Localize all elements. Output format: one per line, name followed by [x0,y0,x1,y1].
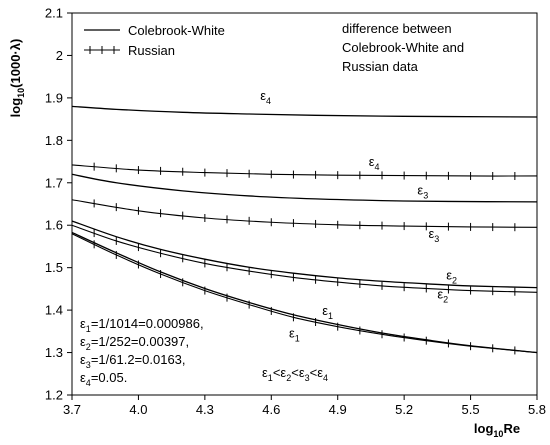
x-tick-label: 4.6 [262,402,280,417]
x-tick-label: 4.0 [129,402,147,417]
curve-label: ε1 [289,326,300,344]
russian-series-eps3 [71,195,538,232]
y-tick-label: 1.7 [45,175,63,190]
curve-label: ε2 [446,268,457,286]
x-tick-label: 5.8 [528,402,546,417]
y-tick-label: 1.2 [45,388,63,403]
note-line: difference between [342,21,452,36]
russian-series-eps1 [71,229,538,357]
series-layer [71,105,538,357]
y-tick-label: 2 [56,48,63,63]
legend-label-russian: Russian [128,43,175,58]
curve-label: ε4 [260,88,271,106]
y-tick-label: 1.9 [45,90,63,105]
russian-series-eps4 [71,160,538,180]
series-line [71,173,538,203]
colebrook-white-series-eps3 [71,173,538,203]
curve-label: ε2 [437,287,448,305]
curve-label: ε1 [322,303,333,321]
series-line [71,105,538,118]
x-tick-label: 4.3 [196,402,214,417]
y-tick-label: 2.1 [45,6,63,21]
x-tick-label: 5.2 [395,402,413,417]
x-axis-title: log10Re [474,421,520,439]
series-line [71,164,538,177]
series-line [71,220,538,289]
curve-label: ε3 [417,183,428,201]
epsilon-definition: ε2=1/252=0.00397, [80,334,189,352]
x-tick-label: 4.9 [329,402,347,417]
colebrook-white-series-eps4 [71,105,538,118]
y-tick-label: 1.4 [45,303,63,318]
annotation-note: difference between Colebrook-White and Rus… [342,21,464,74]
epsilon-definition: ε3=1/61.2=0.0163, [80,352,186,370]
note-line: Colebrook-White and [342,40,464,55]
curve-label: ε3 [429,226,440,244]
series-line [71,199,538,228]
y-tick-label: 1.5 [45,260,63,275]
legend-label-colebrook: Colebrook-White [128,23,225,38]
colebrook-white-series-eps2 [71,220,538,289]
series-line [71,224,538,293]
y-tick-label: 1.3 [45,345,63,360]
epsilon-definition: ε1=1/1014=0.000986, [80,316,204,334]
plot-frame [71,12,538,396]
epsilon-inequality: ε1<ε2<ε3<ε4​ [262,365,328,383]
note-line: Russian data [342,59,419,74]
curve-label: ε4 [369,154,380,172]
epsilon-definition: ε4=0.05. [80,370,127,388]
x-tick-label: 5.5 [462,402,480,417]
russian-series-eps2 [71,221,538,297]
y-axis-title: log10(1000·λ) [8,39,26,118]
legend: Colebrook-White Russian [84,23,225,58]
y-tick-label: 1.8 [45,133,63,148]
plot-axes: 3.7 4.0 4.3 4.6 4.9 5.2 5.5 5.8 1.2 1.3 1.4 1.5 1.6 1… [8,6,546,440]
y-tick-label: 1.6 [45,218,63,233]
x-tick-label: 3.7 [63,402,81,417]
epsilon-definitions: ε1=1/1014=0.000986,ε2=1/252=0.00397,ε3=1… [80,316,328,388]
